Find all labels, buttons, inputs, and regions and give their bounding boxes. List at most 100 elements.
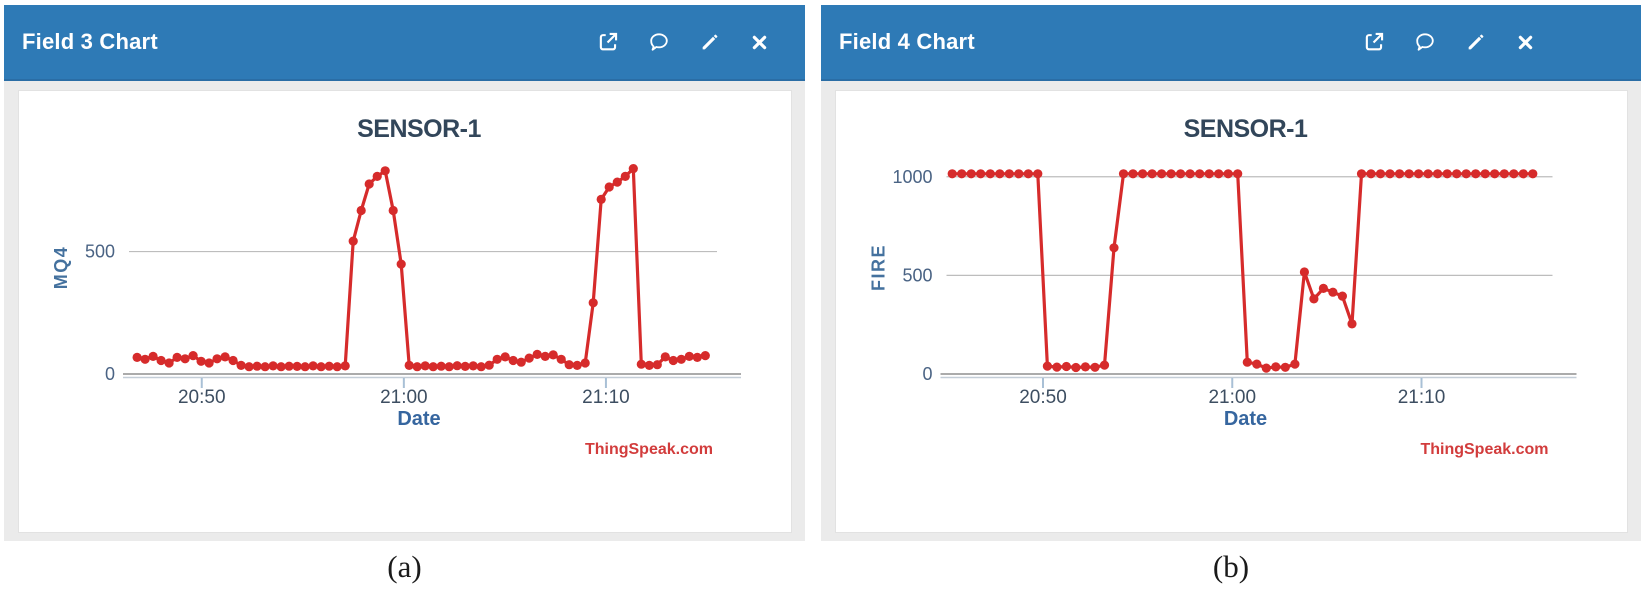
comment-icon[interactable]: [648, 31, 670, 53]
data-point: [1499, 169, 1509, 179]
external-link-icon[interactable]: [1363, 31, 1385, 53]
data-point: [500, 352, 510, 362]
close-icon[interactable]: [750, 33, 769, 52]
data-point: [292, 361, 302, 371]
data-point: [316, 362, 326, 372]
x-tick-label: 21:00: [380, 387, 428, 408]
data-point: [1271, 362, 1281, 372]
data-point: [1347, 319, 1357, 329]
data-point: [1042, 361, 1052, 371]
data-point: [1166, 169, 1176, 179]
data-point: [1414, 169, 1424, 179]
data-point: [508, 355, 518, 366]
data-point: [236, 360, 246, 370]
y-tick-label: 500: [85, 242, 115, 262]
data-point: [588, 298, 598, 308]
data-point: [444, 362, 454, 372]
x-axis-label: Date: [397, 408, 440, 430]
external-link-icon[interactable]: [597, 31, 619, 53]
data-point: [1233, 169, 1243, 179]
data-point: [388, 205, 398, 216]
field3-line-chart: 20:50 21:00 21:10 500 0 SENSOR-1 MQ4 Date ThingS…: [51, 115, 741, 458]
data-point: [976, 169, 986, 179]
data-point: [396, 259, 406, 269]
data-point: [1204, 169, 1214, 179]
data-point: [1299, 267, 1309, 277]
data-point: [668, 355, 678, 366]
data-point: [1071, 362, 1081, 373]
data-point: [676, 354, 686, 364]
data-point: [524, 353, 534, 363]
data-point: [644, 360, 654, 370]
data-point: [1242, 357, 1252, 367]
x-axis-label: Date: [1224, 408, 1267, 430]
comment-icon[interactable]: [1414, 31, 1436, 53]
data-point: [947, 169, 957, 179]
header-icons: [1363, 31, 1641, 53]
data-point: [1090, 362, 1100, 372]
chart-card: 20:50 21:00 21:10 1000 500 0 SENSOR-1 FIRE Date T…: [835, 90, 1628, 533]
data-point: [1375, 169, 1386, 179]
data-point: [284, 361, 294, 371]
data-point: [1223, 169, 1233, 179]
data-point: [188, 351, 198, 361]
close-icon[interactable]: [1516, 33, 1535, 52]
x-tick-label: 21:10: [582, 387, 630, 408]
data-point: [540, 351, 550, 361]
panel-title: Field 3 Chart: [22, 29, 158, 54]
panel-header: Field 4 Chart: [821, 5, 1641, 81]
data-point: [1176, 169, 1186, 179]
data-point: [1195, 169, 1205, 179]
data-point: [132, 352, 142, 362]
data-point: [252, 361, 262, 371]
data-point: [628, 164, 638, 174]
data-point: [572, 360, 582, 370]
field4-chart-panel: Field 4 Chart 20:50 21:00 21:10 1000 500 0 SEN…: [821, 5, 1641, 541]
data-point: [1004, 169, 1014, 179]
edit-icon[interactable]: [699, 31, 721, 53]
data-point: [580, 358, 590, 368]
data-point: [308, 361, 318, 371]
caption-a: (a): [387, 549, 422, 584]
data-point: [404, 360, 414, 370]
data-point: [1328, 287, 1338, 297]
data-point: [604, 182, 614, 192]
chart-card: 20:50 21:00 21:10 500 0 SENSOR-1 MQ4 Date ThingS…: [18, 90, 792, 533]
data-point: [1147, 169, 1157, 179]
data-point: [484, 360, 494, 370]
data-point: [1509, 169, 1519, 179]
data-point: [380, 166, 390, 176]
data-point: [1356, 169, 1367, 179]
data-point: [212, 354, 222, 364]
data-point: [556, 354, 566, 364]
caption-b: (b): [1212, 549, 1250, 584]
data-point: [1118, 169, 1129, 179]
data-point: [1061, 361, 1071, 372]
y-tick-label: 500: [902, 265, 932, 285]
y-tick-label: 1000: [892, 167, 932, 187]
data-point: [492, 354, 502, 364]
data-point: [1290, 359, 1300, 369]
data-point: [1157, 169, 1167, 179]
data-point: [596, 194, 606, 204]
data-point: [995, 169, 1005, 179]
data-point: [1395, 169, 1405, 179]
data-point: [340, 361, 350, 371]
data-point: [652, 360, 662, 370]
x-tick-label: 21:10: [1398, 387, 1446, 408]
data-point: [564, 360, 574, 370]
data-point: [452, 361, 462, 371]
data-point: [1442, 169, 1452, 179]
data-point: [1033, 169, 1043, 179]
data-point: [1252, 359, 1262, 369]
data-point: [1080, 362, 1090, 372]
data-point: [1261, 363, 1271, 373]
data-point: [204, 358, 214, 368]
data-point: [180, 354, 190, 364]
edit-icon[interactable]: [1465, 31, 1487, 53]
header-icons: [597, 31, 805, 53]
data-point: [957, 169, 967, 179]
chart-title: SENSOR-1: [1184, 115, 1308, 143]
data-point: [1480, 169, 1490, 179]
y-axis-label: MQ4: [51, 246, 71, 290]
